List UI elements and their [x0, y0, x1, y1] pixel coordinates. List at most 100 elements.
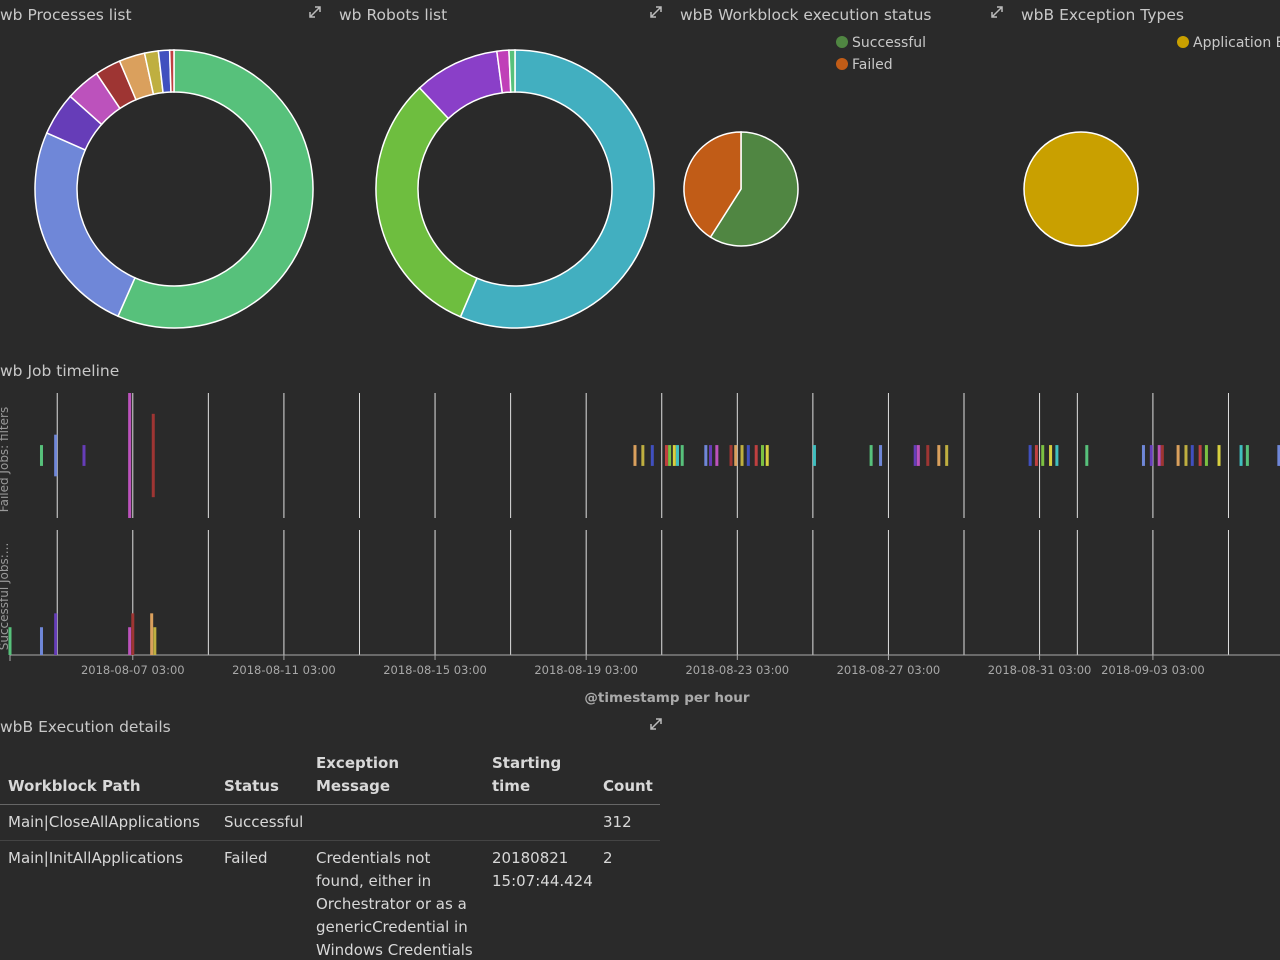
- timeline-bar: [153, 627, 157, 655]
- timeline-bar: [913, 445, 917, 466]
- header-text: Exception Message: [316, 754, 400, 795]
- timeline-bar: [1085, 445, 1089, 466]
- table-head: Workblock Path Status Exception Message Sta…: [0, 748, 660, 805]
- timeline-bar: [1190, 445, 1194, 466]
- timeline-bar: [1055, 445, 1059, 466]
- donut-slice: [508, 49, 516, 93]
- timeline-bar: [128, 393, 132, 518]
- pie-slice: [1023, 131, 1139, 247]
- x-tick-label: 2018-08-23 03:00: [685, 663, 789, 677]
- table: Workblock Path Status Exception Message Sta…: [0, 748, 660, 960]
- timeline-bar: [1239, 445, 1243, 466]
- timeline-bar: [734, 445, 738, 466]
- legend-swatch: [836, 36, 848, 48]
- timeline-bar: [754, 445, 758, 466]
- header-text: Starting time: [492, 754, 562, 795]
- expand-icon[interactable]: [991, 6, 1003, 18]
- cell-text: 20180821 15:07:44.424: [492, 849, 593, 890]
- cell-text: Failed: [224, 849, 268, 867]
- table-cell: Main|CloseAllApplications: [0, 804, 216, 841]
- table-cell: Successful: [216, 804, 308, 841]
- donut-slice: [459, 49, 655, 329]
- timeline-bar: [1041, 445, 1045, 466]
- cell-text: Main|InitAllApplications: [8, 849, 184, 867]
- timeline-bar: [704, 445, 708, 466]
- timeline-bar: [1160, 445, 1164, 466]
- timeline-bar: [151, 413, 155, 498]
- donut-slice: [375, 86, 478, 318]
- timeline-bar: [869, 445, 873, 466]
- timeline-bar: [680, 445, 684, 466]
- timeline-bar: [765, 445, 769, 466]
- timeline-bar: [740, 445, 744, 466]
- timeline-bar: [1184, 445, 1188, 466]
- expand-icon[interactable]: [309, 6, 321, 18]
- column-header[interactable]: Status: [216, 748, 308, 805]
- x-tick-label: 2018-08-31 03:00: [988, 663, 1092, 677]
- expand-icons: [309, 6, 1003, 730]
- expand-icon[interactable]: [650, 718, 662, 730]
- timeline-bar: [879, 445, 883, 466]
- cell-text: Credentials not found, either in Orchest…: [316, 849, 473, 959]
- legend-label: Successful: [852, 35, 926, 51]
- timeline-bar: [1149, 445, 1153, 466]
- timeline-bar: [746, 445, 750, 466]
- timeline-bar: [1277, 445, 1280, 466]
- table-row: Main|CloseAllApplications Successful 312: [0, 804, 660, 841]
- panel-title: wb Processes list: [0, 6, 132, 24]
- timeline-bar: [729, 445, 733, 466]
- column-header[interactable]: Exception Message: [308, 748, 484, 805]
- timeline-bar: [1034, 445, 1038, 466]
- timeline-bar: [82, 445, 86, 466]
- donut-slice: [168, 49, 175, 93]
- timeline-bar: [1028, 445, 1032, 466]
- expand-icon[interactable]: [650, 6, 662, 18]
- legend-label: Failed: [852, 57, 893, 73]
- table-cell: Failed: [216, 840, 308, 960]
- column-header[interactable]: Workblock Path: [0, 748, 216, 805]
- timeline-bar: [1176, 445, 1180, 466]
- x-tick-label: 2018-08-07 03:00: [81, 663, 185, 677]
- timeline-bar: [1204, 445, 1208, 466]
- y-axis-label: Failed Jobs: filters: [0, 407, 11, 512]
- timeline-bar: [633, 445, 637, 466]
- column-header[interactable]: Count: [595, 748, 660, 805]
- x-axis-label: @timestamp per hour: [584, 690, 750, 706]
- timeline-bar: [54, 613, 58, 655]
- x-tick-label: 2018-08-11 03:00: [232, 663, 336, 677]
- cell-text: Successful: [224, 813, 304, 831]
- table-cell: 312: [595, 804, 660, 841]
- cell-text: 2: [603, 849, 613, 867]
- timeline-bar: [39, 445, 43, 466]
- table-cell: 2: [595, 840, 660, 960]
- timeline-bar: [709, 445, 713, 466]
- timeline-bar: [675, 445, 679, 466]
- timeline-bar: [8, 627, 12, 655]
- y-axis-label: Successful Jobs:...: [0, 543, 11, 651]
- timeline-bar: [664, 445, 668, 466]
- header-row: Workblock Path Status Exception Message Sta…: [0, 748, 660, 805]
- donut-slice: [34, 132, 136, 318]
- timeline-bar: [650, 445, 654, 466]
- timeline-bar: [715, 445, 719, 466]
- timeline-bar: [641, 445, 645, 466]
- timeline-bar: [54, 434, 58, 477]
- cell-text: Main|CloseAllApplications: [8, 813, 200, 831]
- pie-slice: [709, 131, 799, 247]
- header-text: Workblock Path: [8, 777, 141, 795]
- table-cell: Credentials not found, either in Orchest…: [308, 840, 484, 960]
- header-text: Status: [224, 777, 279, 795]
- legend-label: Application E: [1193, 35, 1280, 51]
- header-text: Count: [603, 777, 653, 795]
- column-header[interactable]: Starting time: [484, 748, 595, 805]
- timeline-bar: [39, 627, 43, 655]
- panel-title: wbB Exception Types: [1021, 6, 1184, 24]
- table-body: Main|CloseAllApplications Successful 312 Ma…: [0, 804, 660, 960]
- pie-slice: [683, 131, 742, 239]
- timeline-bar: [150, 613, 154, 655]
- x-tick-label: 2018-08-27 03:00: [837, 663, 941, 677]
- x-tick-label: 2018-09-03 03:00: [1101, 663, 1205, 677]
- timeline-bar: [760, 445, 764, 466]
